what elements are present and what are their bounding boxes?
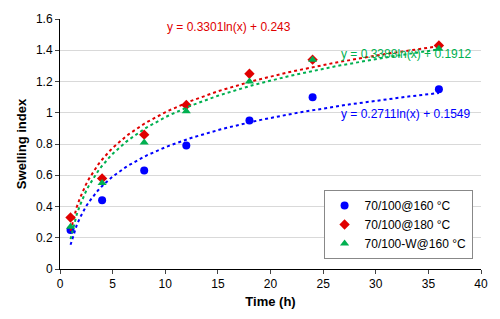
svg-text:25: 25 bbox=[316, 277, 330, 291]
svg-text:30: 30 bbox=[369, 277, 383, 291]
svg-text:0.6: 0.6 bbox=[36, 168, 53, 182]
svg-text:1.4: 1.4 bbox=[36, 43, 53, 57]
svg-text:40: 40 bbox=[474, 277, 488, 291]
svg-text:15: 15 bbox=[211, 277, 225, 291]
svg-text:5: 5 bbox=[109, 277, 116, 291]
svg-text:y = 0.3301ln(x) + 0.243: y = 0.3301ln(x) + 0.243 bbox=[167, 20, 291, 34]
svg-text:70/100@160 °C: 70/100@160 °C bbox=[365, 199, 451, 213]
svg-text:0: 0 bbox=[46, 262, 53, 276]
svg-text:0.4: 0.4 bbox=[36, 200, 53, 214]
svg-text:70/100-W@160 °C: 70/100-W@160 °C bbox=[365, 237, 466, 251]
svg-text:1.6: 1.6 bbox=[36, 12, 53, 26]
svg-text:0.2: 0.2 bbox=[36, 231, 53, 245]
svg-text:Swelling index: Swelling index bbox=[14, 98, 29, 189]
svg-text:Time (h): Time (h) bbox=[245, 294, 295, 309]
svg-text:0: 0 bbox=[57, 277, 64, 291]
svg-text:0.8: 0.8 bbox=[36, 137, 53, 151]
svg-text:1: 1 bbox=[46, 106, 53, 120]
svg-text:y = 0.2711ln(x) + 0.1549: y = 0.2711ln(x) + 0.1549 bbox=[341, 107, 471, 121]
svg-text:10: 10 bbox=[159, 277, 173, 291]
svg-text:70/100@180 °C: 70/100@180 °C bbox=[365, 218, 451, 232]
svg-text:35: 35 bbox=[422, 277, 436, 291]
svg-text:y = 0.3388ln(x) + 0.1912: y = 0.3388ln(x) + 0.1912 bbox=[341, 47, 471, 61]
svg-text:20: 20 bbox=[264, 277, 278, 291]
svg-text:1.2: 1.2 bbox=[36, 75, 53, 89]
